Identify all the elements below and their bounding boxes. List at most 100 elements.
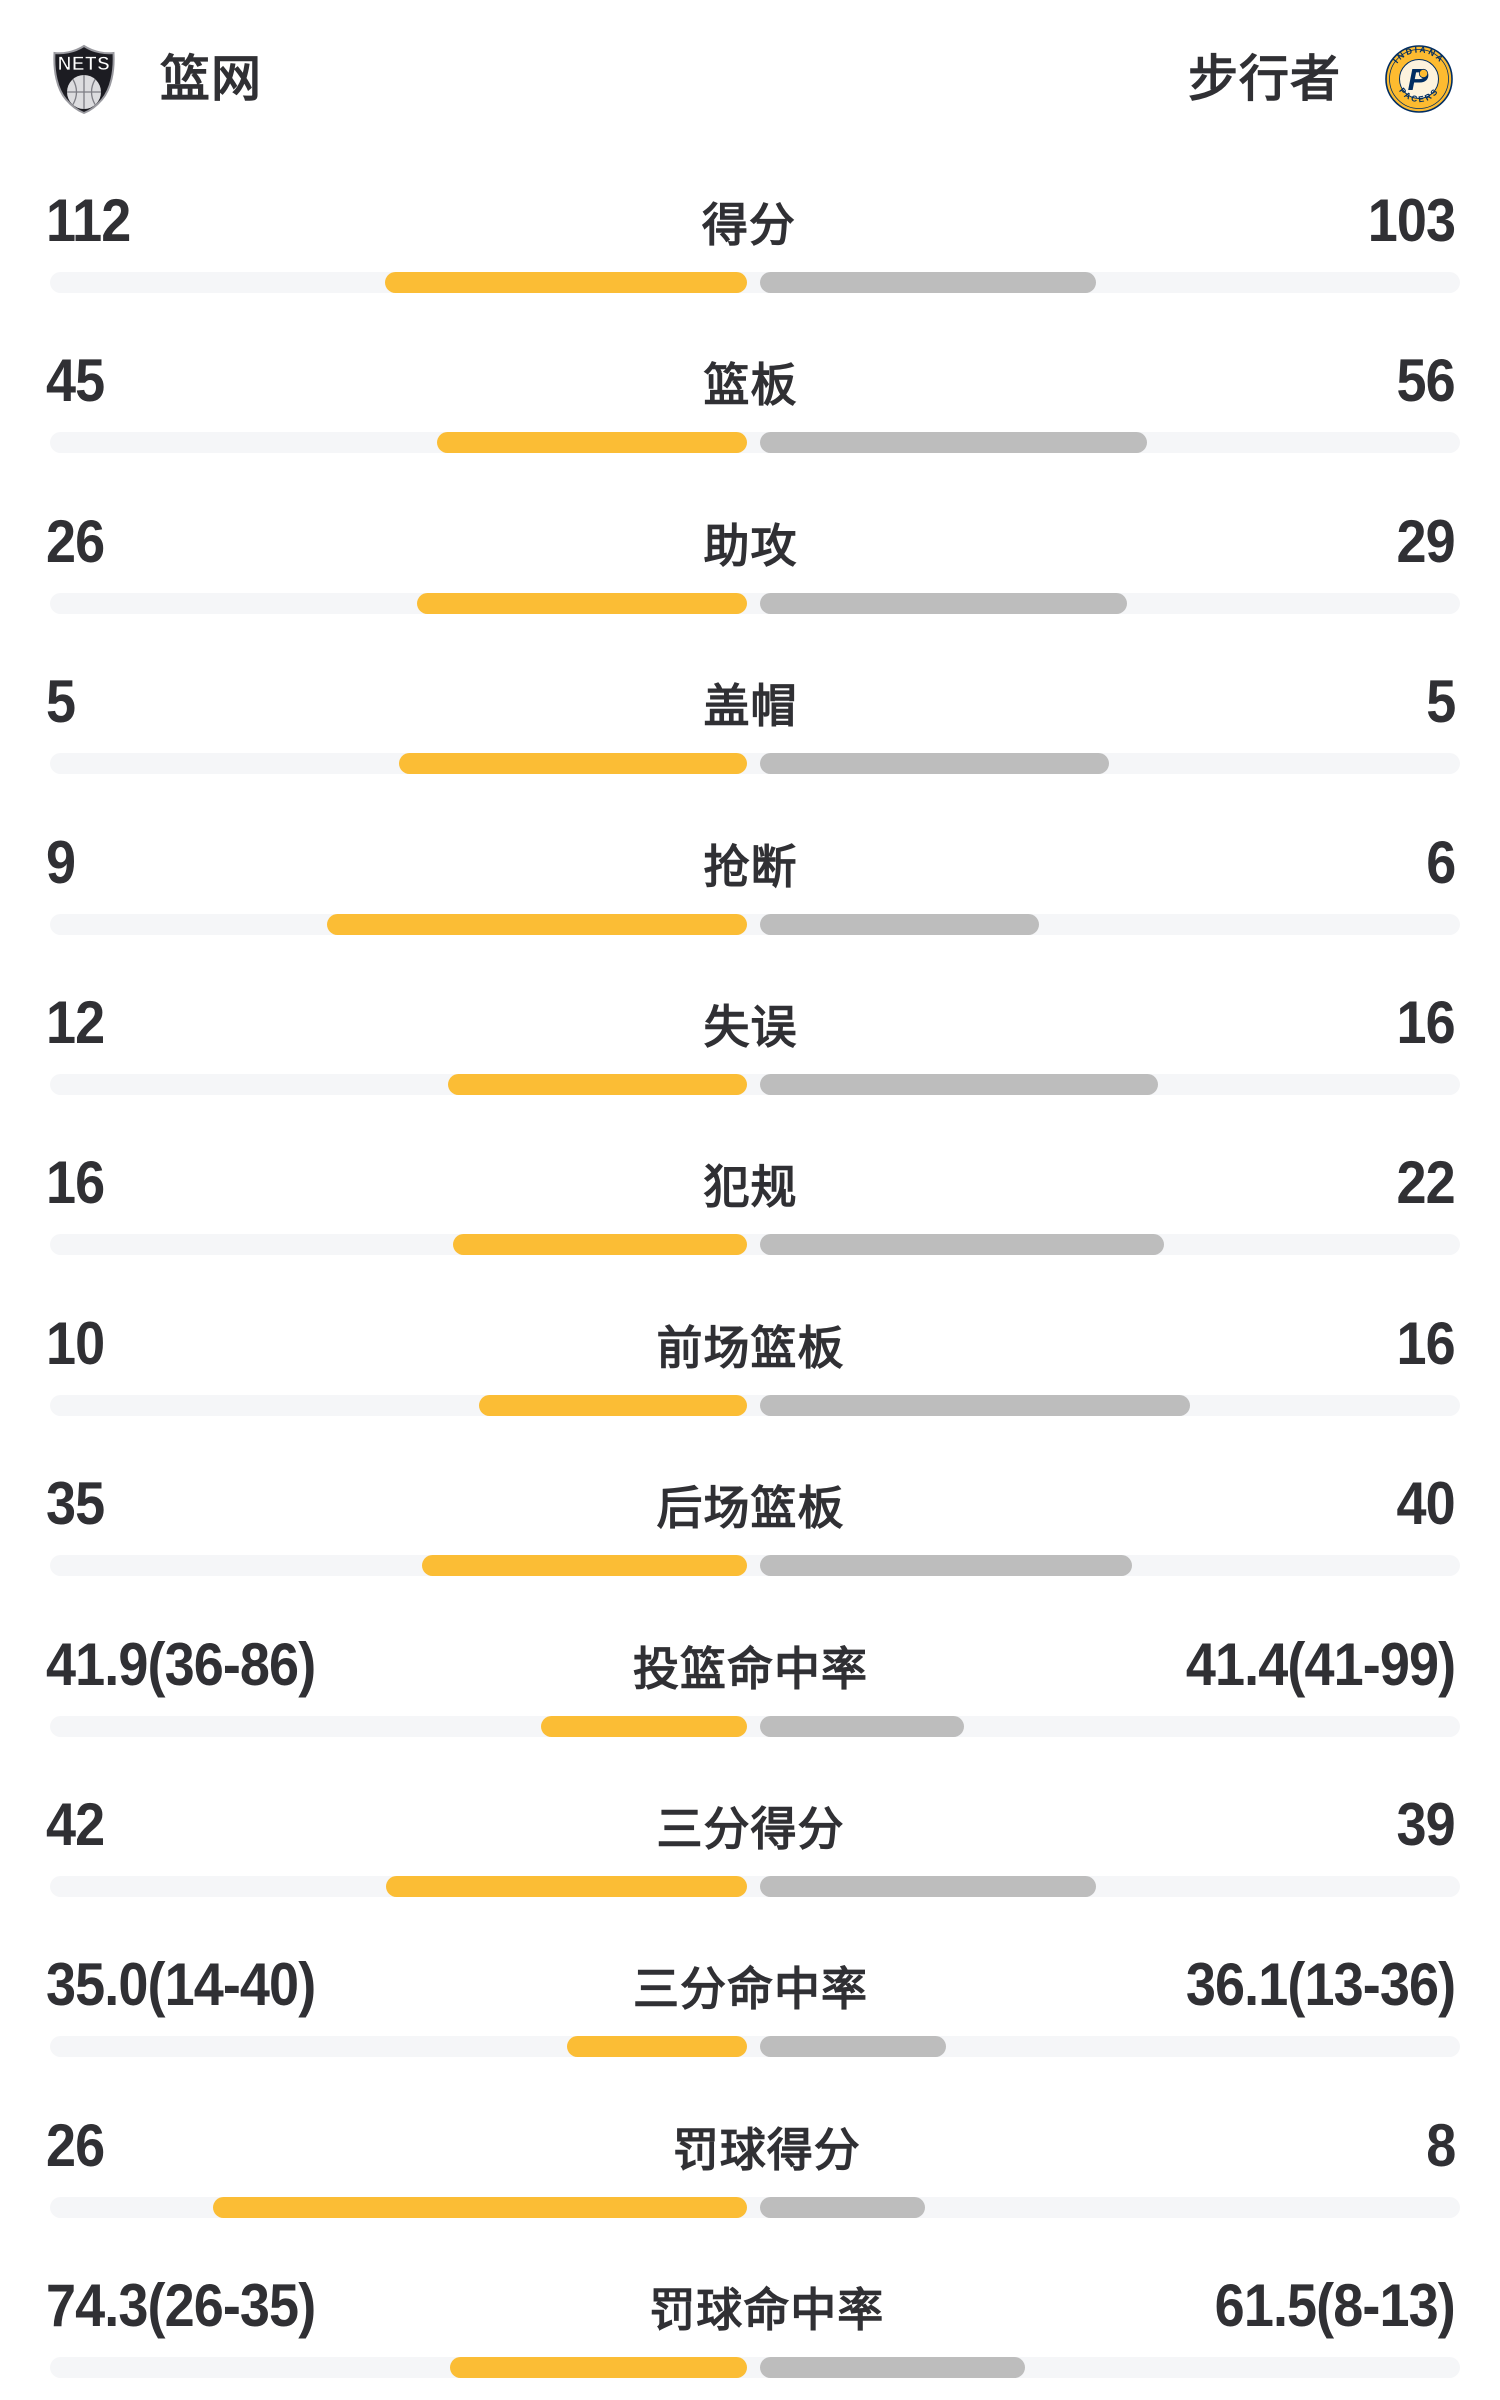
- stat-line: 26 助攻 29: [46, 507, 1456, 576]
- pacers-p-letter: P: [1408, 62, 1429, 97]
- stat-label: 三分命中率: [633, 1963, 868, 2016]
- home-bar-fill: [386, 1875, 747, 1897]
- stat-row: 26 助攻 29: [0, 507, 1500, 672]
- away-value: 56: [1396, 347, 1456, 415]
- stat-row: 41.9(36-86) 投篮命中率 41.4(41-99): [0, 1630, 1500, 1795]
- home-bar-fill: [541, 1715, 747, 1737]
- stat-label: 罚球得分: [672, 2123, 861, 2176]
- comparison-bar-track: [50, 913, 1460, 935]
- stat-row: 35 后场篮板 40: [0, 1474, 1500, 1634]
- stat-row: 10 前场篮板 16: [0, 1309, 1500, 1474]
- away-bar-fill: [760, 753, 1109, 775]
- stat-line: 10 前场篮板 16: [46, 1309, 1456, 1378]
- away-value: 8: [1425, 2111, 1456, 2179]
- away-bar-fill: [760, 913, 1039, 935]
- away-bar-fill: [760, 1394, 1190, 1416]
- stat-line: 9 抢断 6: [46, 828, 1456, 897]
- stat-line: 35 后场篮板 40: [46, 1470, 1456, 1538]
- comparison-bar-track: [50, 1394, 1460, 1416]
- stat-row: 16 犯规 22: [0, 1153, 1500, 1313]
- away-value: 22: [1396, 1149, 1456, 1217]
- home-value: 35: [46, 1470, 105, 1538]
- stat-label: 三分得分: [656, 1802, 845, 1855]
- stat-line: 74.3(26-35) 罚球命中率 61.5(8-13): [46, 2272, 1456, 2340]
- stat-label: 犯规: [703, 1161, 798, 1214]
- stat-row: 5 盖帽 5: [0, 672, 1500, 832]
- stat-label: 篮板: [703, 359, 798, 412]
- away-bar-fill: [760, 592, 1127, 614]
- home-value: 26: [46, 507, 105, 575]
- away-bar-fill: [760, 2196, 925, 2218]
- stat-line: 5 盖帽 5: [46, 668, 1456, 736]
- home-value: 112: [46, 187, 131, 254]
- away-value: 29: [1396, 507, 1456, 575]
- away-bar-fill: [760, 1715, 964, 1737]
- home-bar-fill: [422, 1555, 747, 1577]
- stat-row: 12 失误 16: [0, 988, 1500, 1153]
- nets-logo-icon: NETS: [50, 44, 118, 115]
- comparison-bar-track: [50, 2196, 1460, 2218]
- home-bar-fill: [399, 753, 747, 775]
- stat-row: 45 篮板 56: [0, 351, 1500, 511]
- away-team-name: 步行者: [1188, 51, 1341, 107]
- home-bar-fill: [448, 1073, 747, 1095]
- teams-header: NETS 篮网 步行者 INDIANA: [0, 0, 1500, 191]
- home-value: 45: [46, 347, 105, 415]
- away-value: 5: [1425, 668, 1456, 736]
- home-bar-fill: [567, 2036, 747, 2058]
- stat-label: 罚球命中率: [649, 2284, 885, 2337]
- away-value: 16: [1396, 988, 1456, 1056]
- home-bar-fill: [417, 592, 747, 614]
- home-bar-fill: [453, 1234, 747, 1256]
- stat-row: 26 罚球得分 8: [0, 2111, 1500, 2276]
- home-value: 10: [46, 1309, 105, 1377]
- comparison-bar-track: [50, 592, 1460, 614]
- comparison-bar-track: [50, 2036, 1460, 2058]
- away-bar-fill: [760, 1234, 1164, 1256]
- stat-line: 41.9(36-86) 投篮命中率 41.4(41-99): [46, 1630, 1456, 1699]
- away-bar-fill: [760, 1073, 1158, 1095]
- away-bar-fill: [760, 432, 1147, 454]
- away-value: 61.5(8-13): [1214, 2272, 1456, 2340]
- stat-line: 112 得分 103: [46, 187, 1456, 255]
- stat-row: 9 抢断 6: [0, 828, 1500, 993]
- away-value: 39: [1396, 1790, 1456, 1858]
- away-bar-fill: [760, 2357, 1025, 2379]
- stat-line: 12 失误 16: [46, 988, 1456, 1057]
- comparison-bar-track: [50, 1073, 1460, 1095]
- nets-logo-text: NETS: [58, 54, 111, 75]
- home-value: 26: [46, 2111, 105, 2179]
- stat-label: 投篮命中率: [633, 1642, 868, 1695]
- stat-line: 35.0(14-40) 三分命中率 36.1(13-36): [46, 1951, 1456, 2019]
- home-value: 9: [46, 828, 76, 896]
- stat-label: 得分: [701, 199, 796, 251]
- stat-label: 失误: [703, 1000, 798, 1053]
- pacers-logo-icon: INDIANA PACERS P: [1385, 44, 1453, 113]
- comparison-bar-track: [50, 1234, 1460, 1256]
- home-bar-fill: [213, 2196, 747, 2218]
- stat-row: 74.3(26-35) 罚球命中率 61.5(8-13): [0, 2276, 1500, 2400]
- comparison-bar-track: [50, 272, 1460, 293]
- stat-row: 35.0(14-40) 三分命中率 36.1(13-36): [0, 1955, 1500, 2115]
- home-team: NETS 篮网: [50, 44, 262, 115]
- home-value: 12: [46, 988, 105, 1056]
- away-value: 16: [1396, 1309, 1456, 1377]
- away-value: 41.4(41-99): [1185, 1630, 1456, 1698]
- away-team: 步行者 INDIANA PACERS P: [1188, 44, 1453, 114]
- stat-line: 45 篮板 56: [46, 347, 1456, 415]
- home-bar-fill: [327, 913, 747, 935]
- home-value: 74.3(26-35): [46, 2272, 316, 2340]
- away-bar-fill: [760, 1555, 1132, 1577]
- stat-row: 42 三分得分 39: [0, 1790, 1500, 1955]
- stat-label: 抢断: [703, 840, 798, 893]
- comparison-bar-track: [50, 1875, 1460, 1897]
- comparison-bar-track: [50, 432, 1460, 454]
- away-value: 36.1(13-36): [1185, 1951, 1456, 2019]
- stat-line: 42 三分得分 39: [46, 1790, 1456, 1859]
- stat-label: 后场篮板: [656, 1482, 845, 1535]
- home-bar-fill: [479, 1394, 747, 1416]
- home-value: 16: [46, 1149, 105, 1217]
- home-value: 42: [46, 1790, 105, 1858]
- stat-line: 16 犯规 22: [46, 1149, 1456, 1217]
